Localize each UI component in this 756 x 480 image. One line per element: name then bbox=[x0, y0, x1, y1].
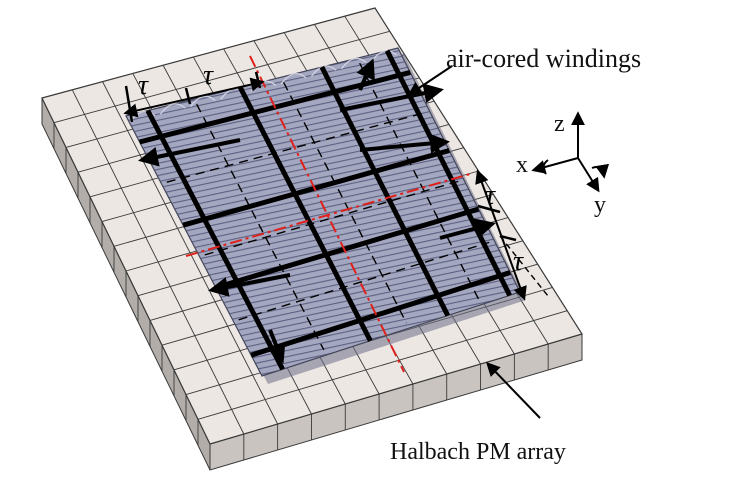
windings-label: air-cored windings bbox=[446, 44, 642, 73]
coordinate-axes bbox=[531, 111, 610, 193]
winding-conductor-horizontal bbox=[250, 270, 512, 358]
axis-x-label: x bbox=[516, 152, 528, 178]
winding-conductor-vertical bbox=[238, 86, 373, 342]
axis-x-rotation-icon bbox=[542, 159, 549, 175]
magnet-grid-line bbox=[53, 30, 390, 124]
pitch-dim-line-top bbox=[123, 77, 265, 118]
axis-z-label: z bbox=[554, 111, 565, 137]
pitch-tick-3 bbox=[254, 71, 262, 89]
axis-y-line bbox=[577, 157, 600, 193]
winding-conductor-horizontal bbox=[215, 206, 480, 290]
pitch-tick-4 bbox=[477, 204, 501, 214]
pitch-tick-1 bbox=[124, 85, 134, 123]
winding-dashed-vertical bbox=[282, 81, 408, 324]
pole-pitch-label-1: τ bbox=[138, 70, 149, 101]
pole-pitch-label-4: τ bbox=[513, 246, 524, 277]
pitch-ext-line bbox=[499, 235, 549, 297]
magnet-grid-line bbox=[197, 310, 568, 420]
arrow-up-1 bbox=[356, 58, 375, 91]
leader-halbach bbox=[486, 361, 541, 419]
arrow-right-1 bbox=[339, 83, 444, 112]
arrow-left-1 bbox=[138, 138, 241, 167]
axis-y-label: y bbox=[594, 192, 606, 218]
centerline-horizontal bbox=[185, 173, 471, 257]
arrow-right-2 bbox=[359, 133, 450, 154]
pitch-tick-2 bbox=[184, 87, 192, 105]
arrow-left-2 bbox=[208, 273, 291, 297]
leader-lines bbox=[407, 65, 541, 419]
winding-dashed-horizontal bbox=[238, 241, 490, 321]
arrow-down-1 bbox=[266, 329, 286, 364]
winding-conductor-horizontal bbox=[182, 148, 450, 228]
air-cored-windings bbox=[125, 47, 526, 384]
axis-y-rotation-icon bbox=[591, 163, 610, 179]
pole-pitch-label-2: τ bbox=[203, 60, 214, 91]
pole-pitch-dimensions bbox=[123, 71, 549, 301]
centerline-vertical bbox=[249, 55, 405, 373]
axis-x-line bbox=[531, 157, 579, 174]
halbach-label: Halbach PM array bbox=[390, 439, 566, 465]
leader-windings bbox=[407, 65, 453, 96]
pole-pitch-label-3: τ bbox=[485, 180, 496, 211]
centerlines bbox=[185, 55, 471, 373]
pitch-tick-5 bbox=[499, 234, 517, 242]
coil-end-turn bbox=[280, 72, 307, 85]
